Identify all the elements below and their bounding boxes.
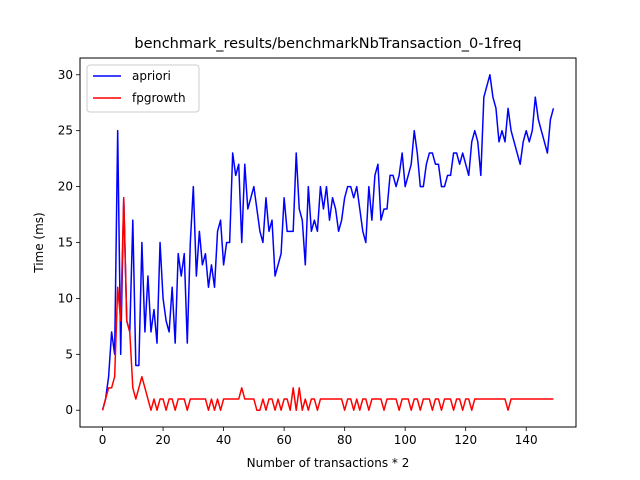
x-tick-label: 40 [216,433,231,447]
x-tick-label: 120 [454,433,477,447]
ticks-layer: 0 20 40 60 80 100 120 140 0 5 10 15 20 25 30 [58,68,538,447]
x-tick-label: 100 [394,433,417,447]
series-line-apriori [101,74,555,411]
x-tick-label: 0 [99,433,107,447]
x-tick-label: 60 [276,433,291,447]
series-layer [101,74,555,411]
y-axis-label: Time (ms) [32,212,46,274]
x-tick-label: 140 [515,433,538,447]
legend-label-apriori: apriori [132,69,171,83]
y-tick-label: 25 [58,124,73,138]
series-line-fpgrowth [101,197,554,411]
y-tick-label: 10 [58,291,73,305]
y-tick-label: 5 [65,347,73,361]
legend-label-fpgrowth: fpgrowth [132,91,186,105]
y-tick-label: 15 [58,236,73,250]
x-tick-label: 20 [155,433,170,447]
x-tick-label: 80 [337,433,352,447]
chart-title: benchmark_results/benchmarkNbTransaction… [134,36,521,52]
legend: apriori fpgrowth [86,64,200,113]
y-tick-label: 0 [65,403,73,417]
y-tick-label: 20 [58,180,73,194]
y-tick-label: 30 [58,68,73,82]
x-axis-label: Number of transactions * 2 [247,456,410,470]
